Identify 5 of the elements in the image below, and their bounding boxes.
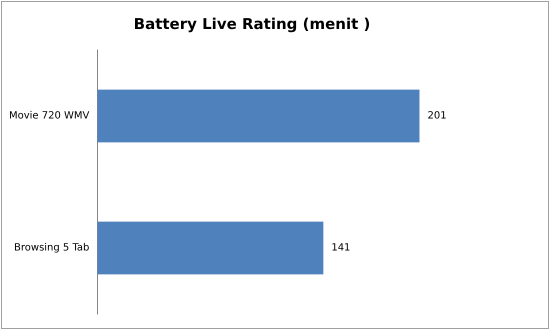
data-label: 201 — [427, 110, 447, 122]
y-tick-label: Browsing 5 Tab — [14, 242, 90, 254]
y-tick-label: Movie 720 WMV — [8, 110, 90, 122]
chart-title: Battery Live Rating (menit ) — [134, 14, 370, 33]
data-label: 141 — [331, 242, 350, 254]
